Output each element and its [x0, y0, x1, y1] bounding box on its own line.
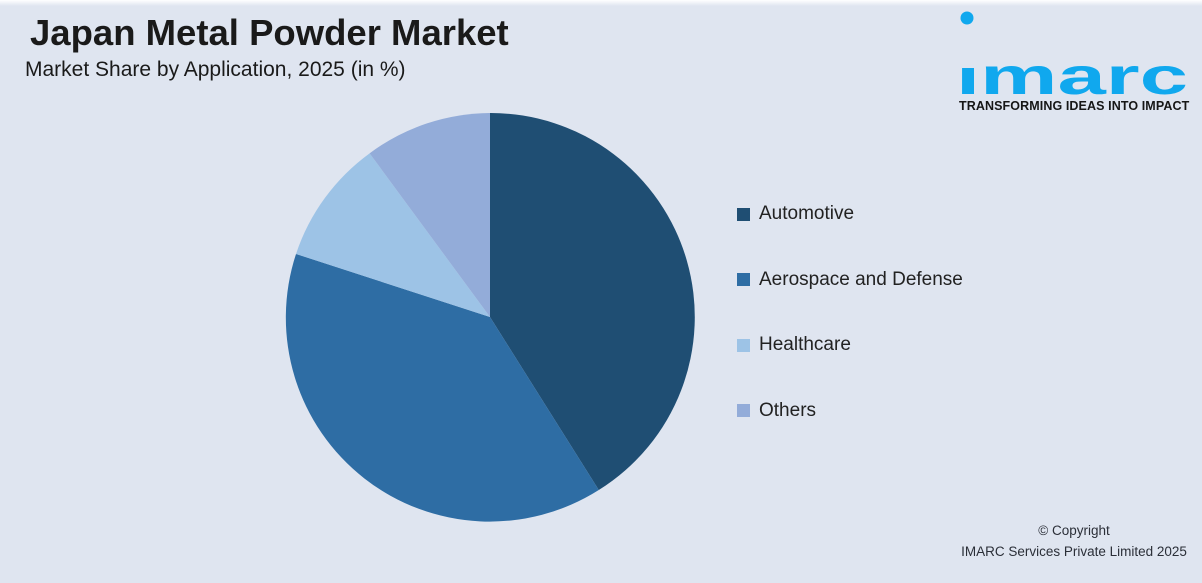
- svg-text:TRANSFORMING IDEAS INTO IMPACT: TRANSFORMING IDEAS INTO IMPACT: [959, 99, 1190, 112]
- svg-text:imarc: imarc: [958, 48, 1188, 106]
